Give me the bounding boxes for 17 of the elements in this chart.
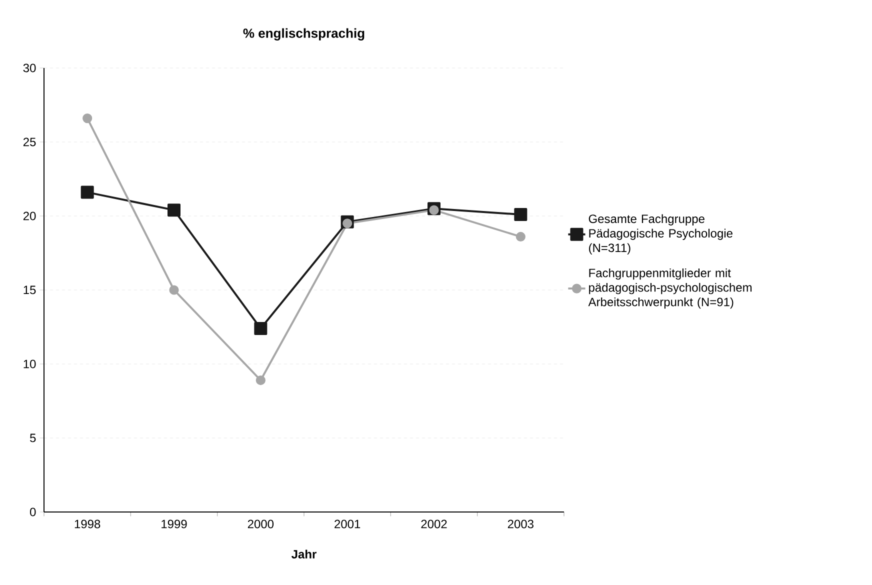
x-tick-label: 2001 [334, 520, 360, 528]
y-tick-label: 5 [30, 434, 36, 442]
y-tick-label: 15 [24, 286, 36, 294]
y-tick-label: 0 [30, 508, 36, 516]
x-tick-label: 2003 [508, 520, 534, 528]
x-tick-label: 2002 [421, 520, 447, 528]
y-tick-label: 30 [23, 64, 36, 72]
x-tick-label: 1998 [74, 520, 100, 528]
chart-title: % englischsprachig [243, 28, 364, 40]
x-tick-label: 1999 [162, 520, 187, 528]
y-tick-label: 10 [24, 360, 36, 368]
x-axis-title: Jahr [292, 550, 316, 558]
legend-label: Gesamte Fachgruppe Pädagogische Psychologie (N=311) [588, 214, 732, 254]
y-tick-label: 25 [23, 138, 36, 146]
legend-label: Fachgruppenmitglieder mit pädagogisch-psychologischem Arbeitsschwerpunkt (N=91) [588, 268, 752, 309]
y-tick-label: 20 [23, 212, 36, 220]
x-tick-label: 2000 [248, 520, 274, 528]
